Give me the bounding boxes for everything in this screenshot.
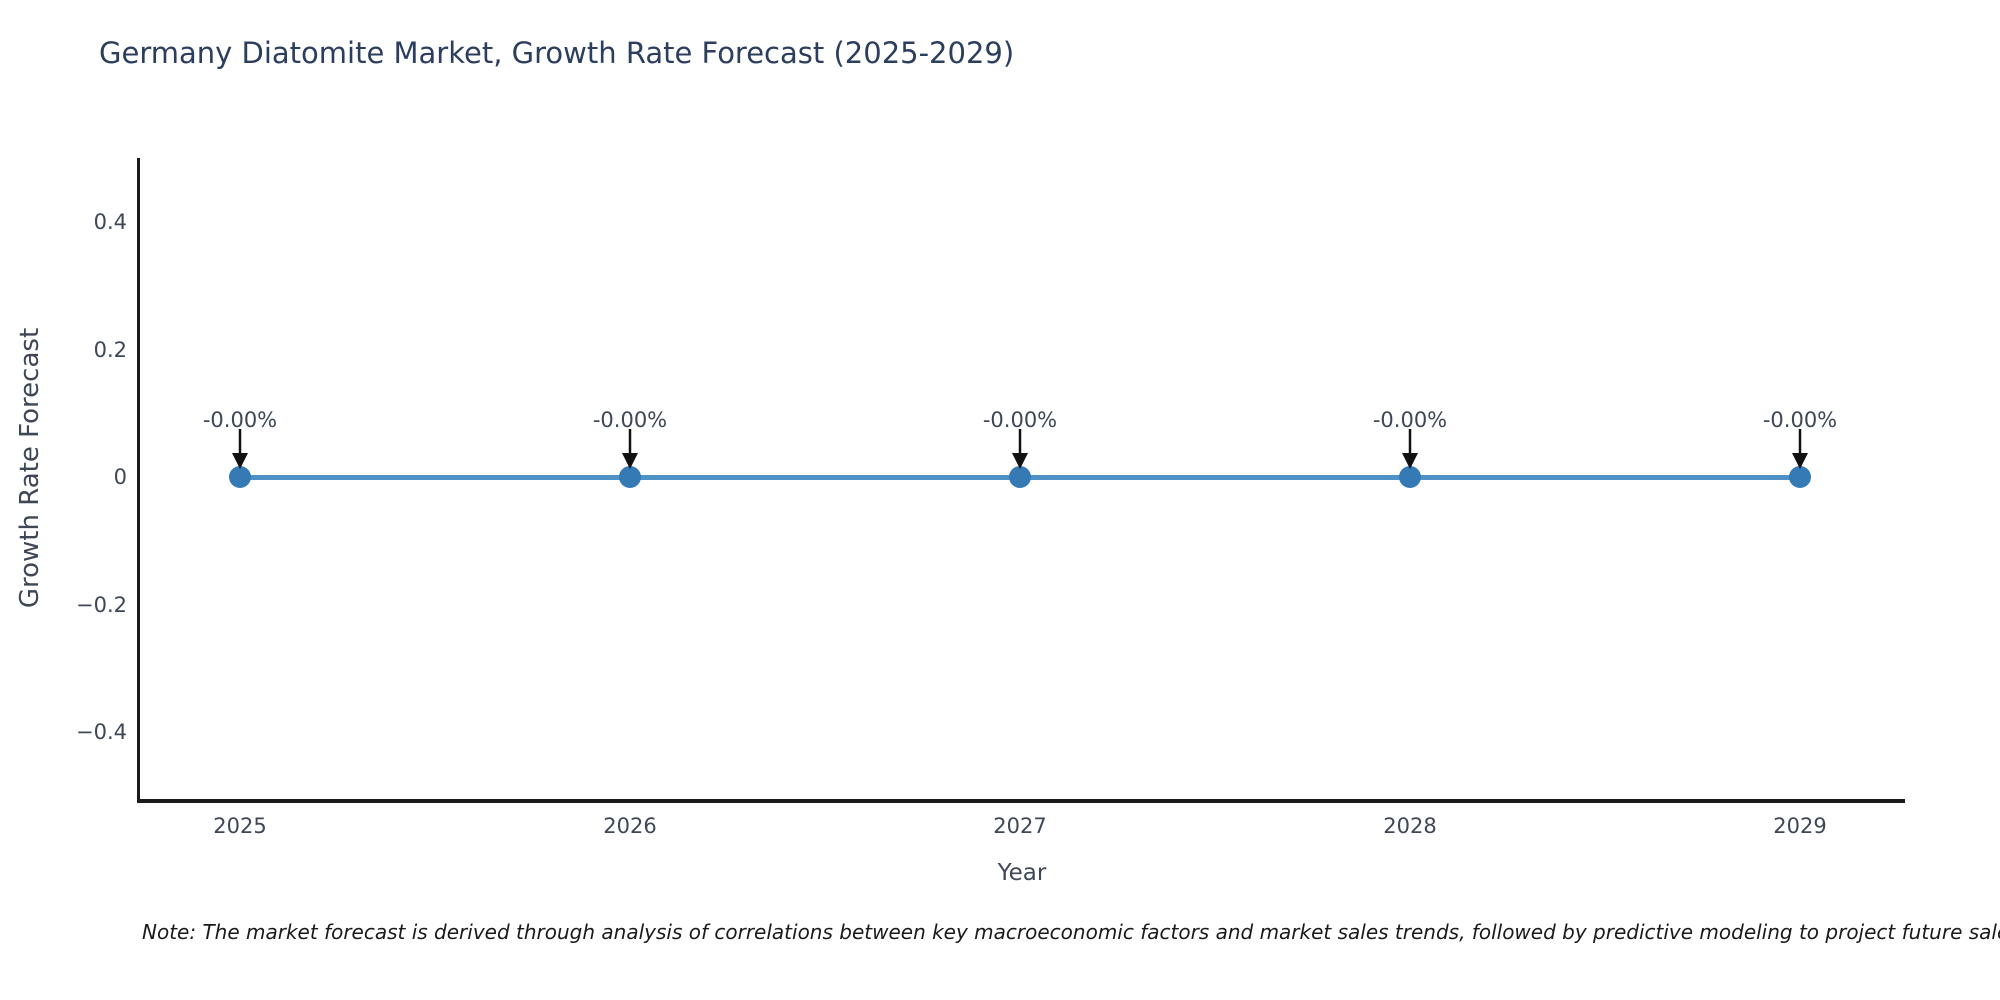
y-tick-label: 0.4: [93, 210, 127, 234]
down-arrow-icon: [622, 429, 638, 469]
data-point-marker: [1009, 466, 1031, 488]
y-tick-label: 0.2: [93, 337, 127, 362]
point-annotation-label: -0.00%: [202, 408, 278, 432]
data-point-marker: [1399, 466, 1421, 488]
y-tick-label: −0.4: [76, 720, 127, 744]
point-annotation-label: -0.00%: [592, 408, 668, 432]
x-axis-label: Year: [997, 860, 1047, 886]
x-axis-spine: [137, 799, 1905, 803]
down-arrow-icon: [1012, 429, 1028, 469]
data-point-marker: [1789, 466, 1811, 488]
y-tick-label: −0.2: [76, 592, 127, 617]
point-annotation-label: -0.00%: [1372, 408, 1448, 432]
point-annotation-label: -0.00%: [1762, 408, 1838, 432]
chart-note: Note: The market forecast is derived thr…: [142, 920, 2000, 944]
y-axis-spine: [137, 158, 140, 803]
y-tick-label: 0: [113, 465, 127, 489]
x-tick-label: 2026: [603, 814, 657, 838]
x-tick-label: 2028: [1383, 814, 1437, 838]
down-arrow-icon: [232, 429, 248, 469]
x-tick-label: 2029: [1773, 814, 1827, 838]
down-arrow-icon: [1402, 429, 1418, 469]
data-point-marker: [619, 466, 641, 488]
data-point-marker: [229, 466, 251, 488]
down-arrow-icon: [1792, 429, 1808, 469]
point-annotation-label: -0.00%: [982, 408, 1058, 432]
chart-title: Germany Diatomite Market, Growth Rate Fo…: [99, 36, 1015, 70]
x-tick-label: 2027: [993, 814, 1047, 838]
x-tick-label: 2025: [213, 814, 267, 838]
